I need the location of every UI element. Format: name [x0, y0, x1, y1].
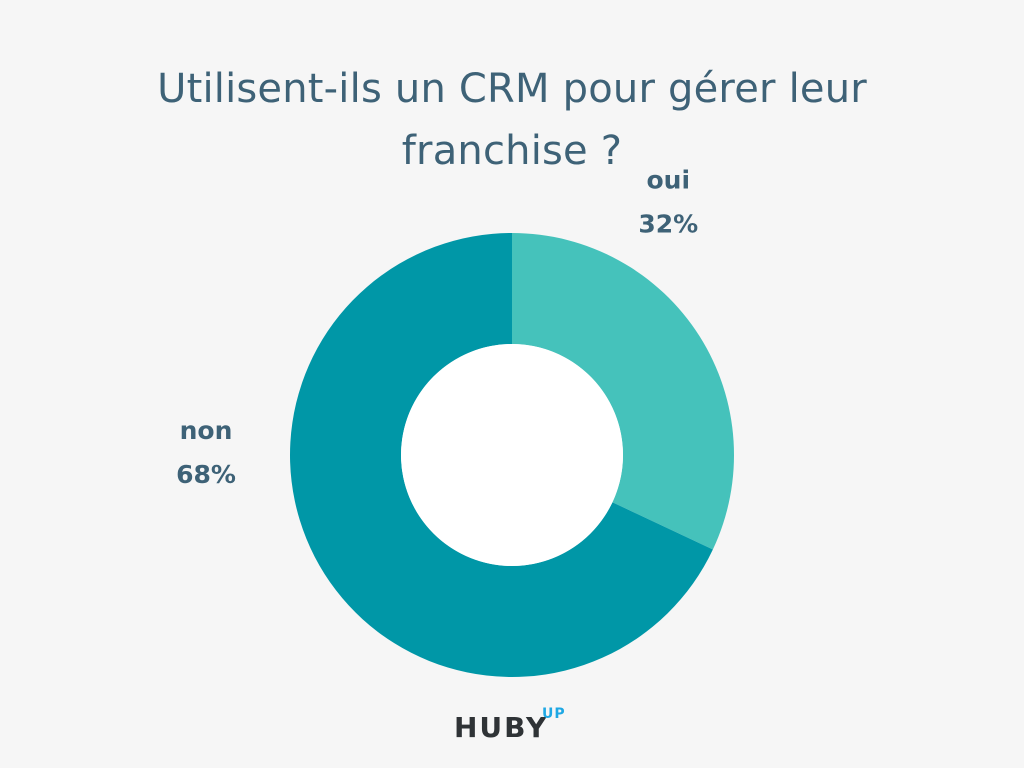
- slice-label-value-non: 68%: [176, 460, 236, 489]
- logo-main-text: HUBY: [454, 711, 549, 744]
- logo-superscript-text: UP: [542, 706, 566, 722]
- slice-label-non: non 68%: [176, 416, 236, 489]
- donut-hole: [401, 344, 623, 566]
- slice-label-name-non: non: [180, 416, 233, 445]
- slice-non: [290, 233, 713, 677]
- slice-oui: [512, 233, 734, 550]
- chart-title: Utilisent-ils un CRM pour gérer leur fra…: [0, 58, 1024, 182]
- huby-up-logo: HUBY UP: [454, 705, 574, 749]
- slice-label-name-oui: oui: [646, 166, 690, 195]
- slice-label-oui: oui 32%: [638, 166, 698, 239]
- chart-title-line-1: Utilisent-ils un CRM pour gérer leur: [157, 66, 867, 112]
- chart-title-line-2: franchise ?: [401, 128, 623, 174]
- slice-label-value-oui: 32%: [638, 210, 698, 239]
